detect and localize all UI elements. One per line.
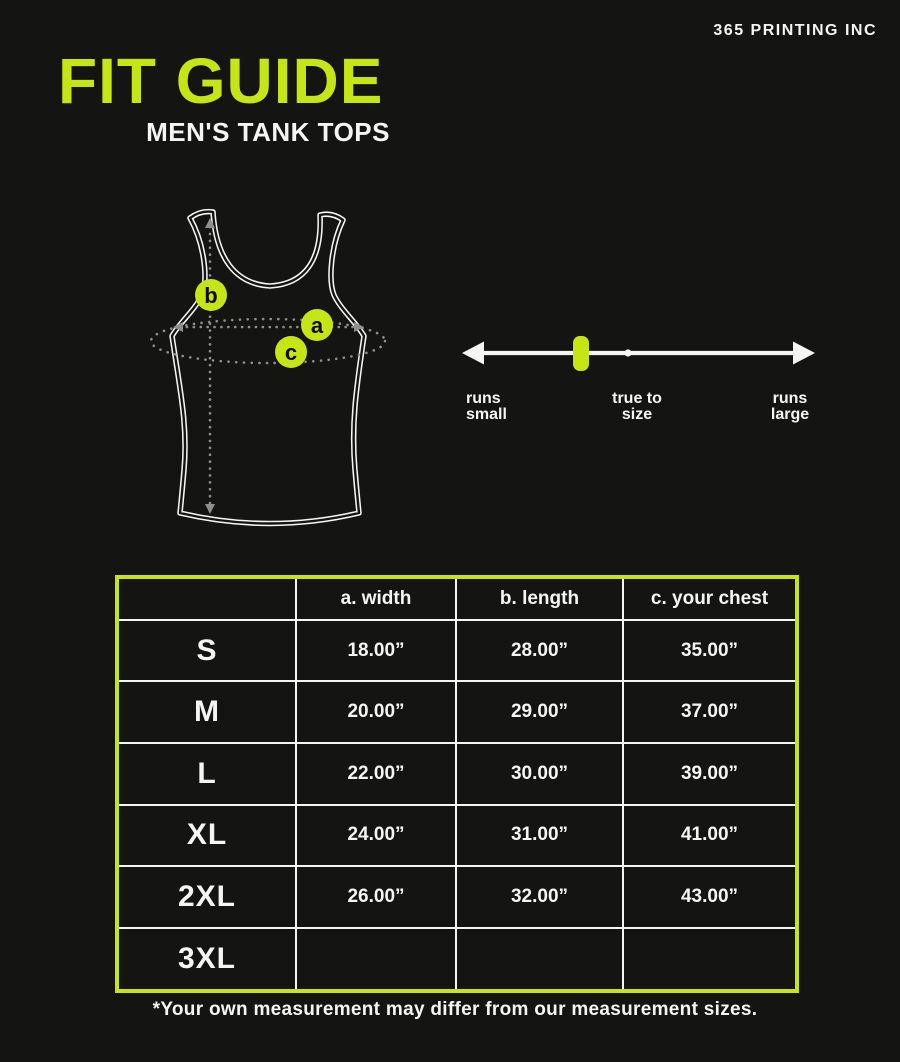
- table-row-xl: XL 24.00” 31.00” 41.00”: [116, 803, 798, 868]
- svg-text:b: b: [204, 283, 217, 308]
- chest-value: 35.00”: [622, 618, 798, 683]
- tank-top-diagram: b a c: [149, 208, 387, 527]
- size-label: S: [116, 618, 297, 683]
- fit-scale-label-runs-large: runs large: [770, 390, 810, 423]
- length-measure-line: [205, 218, 215, 514]
- right-arrow-icon: [793, 341, 815, 365]
- marker-b: b: [195, 279, 227, 311]
- header-cell-width: a. width: [295, 576, 457, 621]
- chest-value: 43.00”: [622, 865, 798, 929]
- size-label: L: [116, 741, 297, 806]
- page-title: FIT GUIDE: [58, 45, 384, 117]
- fit-scale-label-runs-small: runs small: [466, 390, 507, 423]
- marker-a: a: [301, 309, 333, 341]
- table-row-s: S 18.00” 28.00” 35.00”: [116, 618, 798, 683]
- title-block: FIT GUIDE MEN'S TANK TOPS: [58, 45, 390, 148]
- width-value: 18.00”: [295, 618, 457, 683]
- chest-value: 37.00”: [622, 680, 798, 744]
- chest-value: [622, 926, 798, 993]
- width-value: 24.00”: [295, 803, 457, 868]
- fit-scale: [462, 336, 815, 371]
- size-label: XL: [116, 803, 297, 868]
- fit-scale-slider: [573, 336, 589, 371]
- left-arrow-icon: [462, 341, 484, 365]
- chest-measure-ellipse: [149, 317, 387, 365]
- width-value: 26.00”: [295, 865, 457, 929]
- chest-value: 41.00”: [622, 803, 798, 868]
- header-cell-empty: [116, 576, 297, 621]
- length-value: 32.00”: [455, 865, 624, 929]
- length-value: 30.00”: [455, 741, 624, 806]
- table-row-m: M 20.00” 29.00” 37.00”: [116, 680, 798, 744]
- page-subtitle: MEN'S TANK TOPS: [146, 117, 390, 148]
- tank-outline: [169, 208, 367, 527]
- chest-value: 39.00”: [622, 741, 798, 806]
- width-value: [295, 926, 457, 993]
- true-to-size-tick: [624, 349, 632, 357]
- length-value: 29.00”: [455, 680, 624, 744]
- svg-text:a: a: [311, 313, 324, 338]
- header-cell-length: b. length: [455, 576, 624, 621]
- table-row-2xl: 2XL 26.00” 32.00” 43.00”: [116, 865, 798, 929]
- size-label: 3XL: [116, 926, 297, 993]
- width-value: 20.00”: [295, 680, 457, 744]
- size-label: M: [116, 680, 297, 744]
- svg-text:c: c: [285, 340, 297, 365]
- width-measure-line: [173, 322, 364, 332]
- header-cell-chest: c. your chest: [622, 576, 798, 621]
- length-value: [455, 926, 624, 993]
- measurement-disclaimer: *Your own measurement may differ from ou…: [152, 999, 758, 1020]
- size-table-header-row: a. width b. length c. your chest: [116, 576, 798, 621]
- brand-name: 365 PRINTING INC: [713, 22, 877, 39]
- length-value: 31.00”: [455, 803, 624, 868]
- width-value: 22.00”: [295, 741, 457, 806]
- size-table: a. width b. length c. your chest S 18.00…: [115, 575, 799, 993]
- length-value: 28.00”: [455, 618, 624, 683]
- marker-c: c: [275, 336, 307, 368]
- table-row-l: L 22.00” 30.00” 39.00”: [116, 741, 798, 806]
- table-row-3xl: 3XL: [116, 926, 798, 993]
- fit-scale-label-true-to-size: true to size: [612, 390, 662, 423]
- size-label: 2XL: [116, 865, 297, 929]
